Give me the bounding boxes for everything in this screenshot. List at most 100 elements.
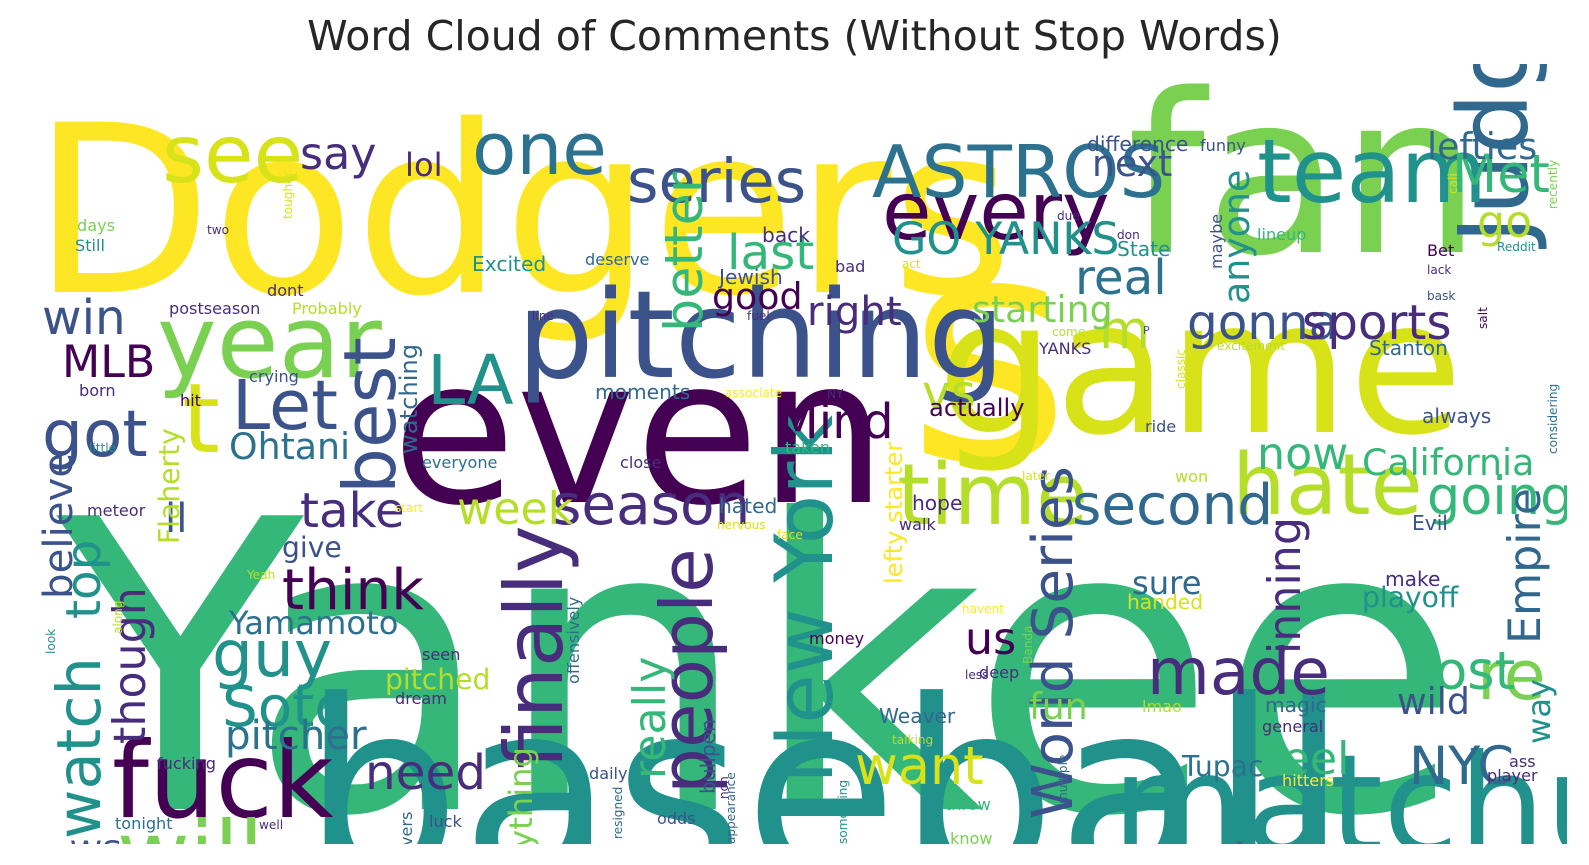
word-say: say	[300, 129, 376, 180]
word-yankee: Yankee	[51, 436, 1465, 844]
word-nervous: nervous	[717, 518, 766, 532]
word-fun: fun	[1029, 685, 1088, 728]
word-tonight: tonight	[115, 814, 173, 833]
word-go-yanks: GO YANKS	[892, 214, 1120, 265]
word-game: game	[937, 260, 1463, 476]
word-stanton: Stanton	[1369, 336, 1448, 360]
word-multiple: multiple	[1056, 755, 1070, 804]
word-right: right	[807, 288, 902, 335]
word-line: line	[532, 309, 554, 323]
word-classic: classic	[1174, 349, 1188, 389]
word-probably: Probably	[292, 299, 362, 318]
word-flaherty: Flaherty	[153, 428, 186, 544]
word-m: m	[1099, 300, 1150, 361]
word-playoff: playoff	[1362, 581, 1459, 614]
word-close: close	[620, 453, 662, 472]
word-make: make	[1385, 567, 1440, 591]
word-got: got	[42, 397, 148, 472]
word-mind: Mind	[777, 394, 894, 450]
word-think: think	[282, 558, 424, 623]
word-ohtani: Ohtani	[229, 425, 350, 468]
word-postseason: postseason	[169, 299, 260, 318]
word-back: back	[762, 223, 810, 247]
word-dodgers: Dodgers	[32, 76, 1013, 348]
word-lack: lack	[1427, 263, 1451, 277]
word-start: start	[395, 501, 423, 515]
word-though: though	[105, 587, 156, 744]
word-inning: inning	[1260, 517, 1311, 654]
word-talking: talking	[892, 733, 933, 747]
word-something: something	[836, 780, 850, 844]
word-yamamoto: Yamamoto	[228, 604, 398, 642]
word-little: little	[89, 441, 116, 455]
word-series: series	[627, 147, 806, 217]
word-judge: Judge	[1437, 64, 1550, 249]
word-deserve: deserve	[585, 250, 650, 269]
word-ride: ride	[1145, 417, 1176, 436]
word-us: us	[965, 614, 1016, 665]
word-money: money	[809, 629, 865, 648]
word-soto: Soto	[222, 675, 349, 740]
word-better: better	[654, 171, 715, 332]
word-daily: daily	[589, 764, 628, 783]
word-win: win	[42, 290, 126, 346]
word-season: season	[552, 473, 750, 538]
word-player: player	[1487, 766, 1538, 785]
word-always: always	[1422, 404, 1491, 428]
word-now: now	[1257, 429, 1348, 480]
word-state: State	[1117, 237, 1170, 261]
word-ws: WS	[70, 834, 122, 844]
word-going: going	[1427, 466, 1567, 527]
word-bullpen: bullpen	[696, 719, 720, 794]
word-lol: lol	[405, 146, 443, 184]
word-fuel: fuel	[747, 309, 770, 323]
word-watching: watching	[395, 344, 423, 454]
word-anything: anything	[502, 747, 540, 844]
word-re: re	[1477, 636, 1546, 716]
word-top: top	[56, 540, 112, 619]
word-second: second	[1072, 473, 1273, 538]
word-even: even	[392, 315, 887, 550]
word-lineup: lineup	[1257, 225, 1306, 244]
word-handed: handed	[1127, 590, 1203, 614]
word-meteor: meteor	[87, 501, 146, 520]
word-ny: NY	[827, 387, 844, 401]
word-t: t	[182, 362, 220, 475]
word-one: one	[472, 108, 607, 192]
word-still: Still	[75, 236, 105, 255]
word-walk: walk	[899, 515, 936, 534]
word-baseball: baseball	[302, 647, 1348, 844]
word-year: year	[157, 283, 382, 401]
word-seen: seen	[422, 645, 460, 664]
word-s: s	[907, 168, 1071, 534]
word-two: two	[207, 223, 229, 237]
word-everyone: everyone	[422, 453, 498, 472]
word-lefties: lefties	[1427, 125, 1537, 168]
word-tupac: Tupac	[1181, 750, 1263, 783]
word-maybe: maybe	[1207, 214, 1226, 269]
word-well: well	[259, 818, 283, 832]
word-salt: salt	[1476, 307, 1490, 329]
word-crying: crying	[249, 367, 299, 386]
word-week: week	[457, 484, 574, 535]
word-offensively: offensively	[564, 596, 583, 684]
word-nyc: NYC	[1409, 736, 1514, 797]
word-banda: Banda	[1021, 626, 1035, 664]
word-best: best	[329, 337, 413, 494]
word-moments: moments	[595, 380, 690, 404]
word-difference: difference	[1087, 132, 1188, 156]
word-hated: hated	[719, 494, 777, 518]
word-pitcher: pitcher	[225, 712, 367, 759]
word-bad: bad	[835, 257, 865, 276]
word-last: last	[727, 225, 814, 281]
word-bask: bask	[1427, 289, 1455, 303]
word-less: less	[965, 668, 988, 682]
word-lmao: lmao	[1142, 697, 1182, 716]
word-time: time	[897, 445, 1088, 544]
word-along: along	[111, 600, 125, 634]
word-general: general	[1262, 717, 1323, 736]
word-funny: funny	[1200, 136, 1246, 155]
word-pitching: pitching	[517, 265, 1005, 406]
word-evil: Evil	[1412, 511, 1448, 535]
